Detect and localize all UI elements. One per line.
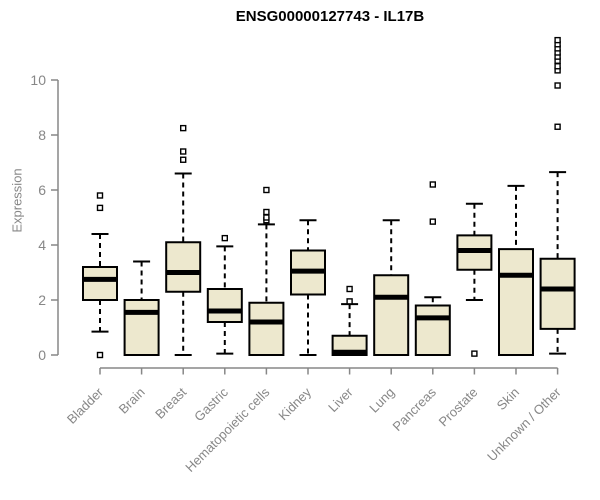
x-axis-label: Bladder [64, 384, 107, 427]
box [498, 248, 534, 356]
outlier-point [429, 218, 436, 225]
outlier-point [554, 36, 561, 44]
x-axis-label: Prostate [436, 385, 481, 430]
outlier-point [179, 156, 187, 163]
outlier-point [179, 124, 187, 132]
outlier-point [346, 298, 353, 305]
y-tick-label: 0 [38, 347, 46, 363]
outlier-point [179, 148, 187, 155]
x-axis-label: Skin [494, 385, 522, 413]
outlier-point [96, 192, 104, 199]
x-axis-label: Liver [325, 384, 356, 415]
outlier-point [554, 82, 561, 89]
y-tick-label: 6 [38, 182, 46, 198]
box [82, 266, 118, 301]
outlier-point [263, 214, 270, 221]
outlier-point [221, 234, 229, 242]
y-tick-label: 8 [38, 127, 46, 143]
y-tick-label: 4 [38, 237, 46, 253]
outlier-point [429, 181, 436, 188]
box [165, 241, 202, 293]
x-axis-label: Pancreas [389, 384, 439, 434]
box [414, 304, 451, 356]
box [373, 274, 410, 356]
outlier-point [471, 350, 478, 357]
box [539, 257, 576, 330]
outlier-point [263, 186, 270, 194]
x-axis-label: Breast [152, 384, 189, 421]
y-tick-label: 10 [30, 72, 46, 88]
x-axis-label: Unknown / Other [484, 384, 564, 464]
outlier-point [96, 351, 104, 359]
y-axis-title: Expression [9, 168, 25, 233]
outlier-point [263, 208, 270, 216]
x-axis-label: Lung [366, 385, 397, 416]
outlier-point [346, 285, 353, 293]
x-axis-label: Kidney [275, 384, 314, 423]
outlier-point [96, 204, 104, 212]
box [248, 301, 285, 356]
outlier-point [554, 63, 561, 70]
chart-title: ENSG00000127743 - IL17B [235, 8, 425, 25]
x-axis-label: Gastric [191, 384, 231, 424]
y-tick-label: 2 [38, 292, 46, 308]
box [206, 288, 243, 323]
outlier-point [554, 123, 561, 130]
x-axis-label: Brain [116, 385, 148, 417]
box [123, 299, 160, 356]
